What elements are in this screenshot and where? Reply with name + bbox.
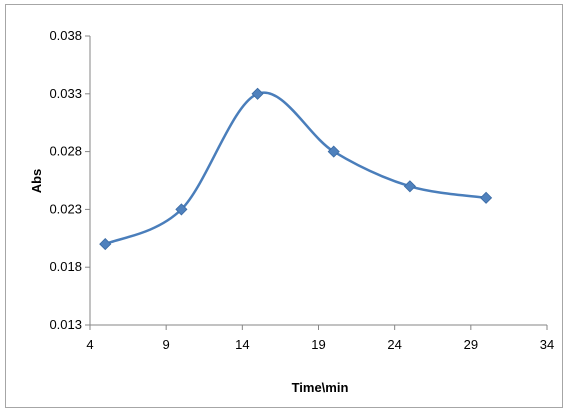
y-axis-title: Abs xyxy=(29,169,44,194)
data-point xyxy=(251,87,264,100)
x-tick-label: 14 xyxy=(235,337,249,352)
data-point xyxy=(327,145,340,158)
x-tick-label: 9 xyxy=(163,337,170,352)
y-tick-label: 0.018 xyxy=(49,259,82,274)
data-point xyxy=(480,191,493,204)
x-tick-label: 24 xyxy=(387,337,401,352)
x-tick-label: 29 xyxy=(464,337,478,352)
y-tick-label: 0.013 xyxy=(49,317,82,332)
data-point xyxy=(99,238,112,251)
y-axis-ticks: 0.013 0.018 0.023 0.028 0.033 0.038 xyxy=(49,28,90,332)
y-tick-label: 0.023 xyxy=(49,201,82,216)
x-tick-label: 4 xyxy=(86,337,93,352)
x-axis-ticks: 4 9 14 19 24 29 34 xyxy=(86,325,554,352)
data-point xyxy=(175,203,188,216)
y-tick-label: 0.033 xyxy=(49,86,82,101)
series-layer xyxy=(99,87,493,251)
x-tick-label: 34 xyxy=(540,337,554,352)
y-tick-label: 0.028 xyxy=(49,144,82,159)
data-point xyxy=(403,180,416,193)
series-line xyxy=(104,91,487,246)
x-axis-title: Time\min xyxy=(292,380,349,395)
y-tick-label: 0.038 xyxy=(49,28,82,43)
x-tick-label: 19 xyxy=(311,337,325,352)
chart-frame xyxy=(5,4,563,408)
